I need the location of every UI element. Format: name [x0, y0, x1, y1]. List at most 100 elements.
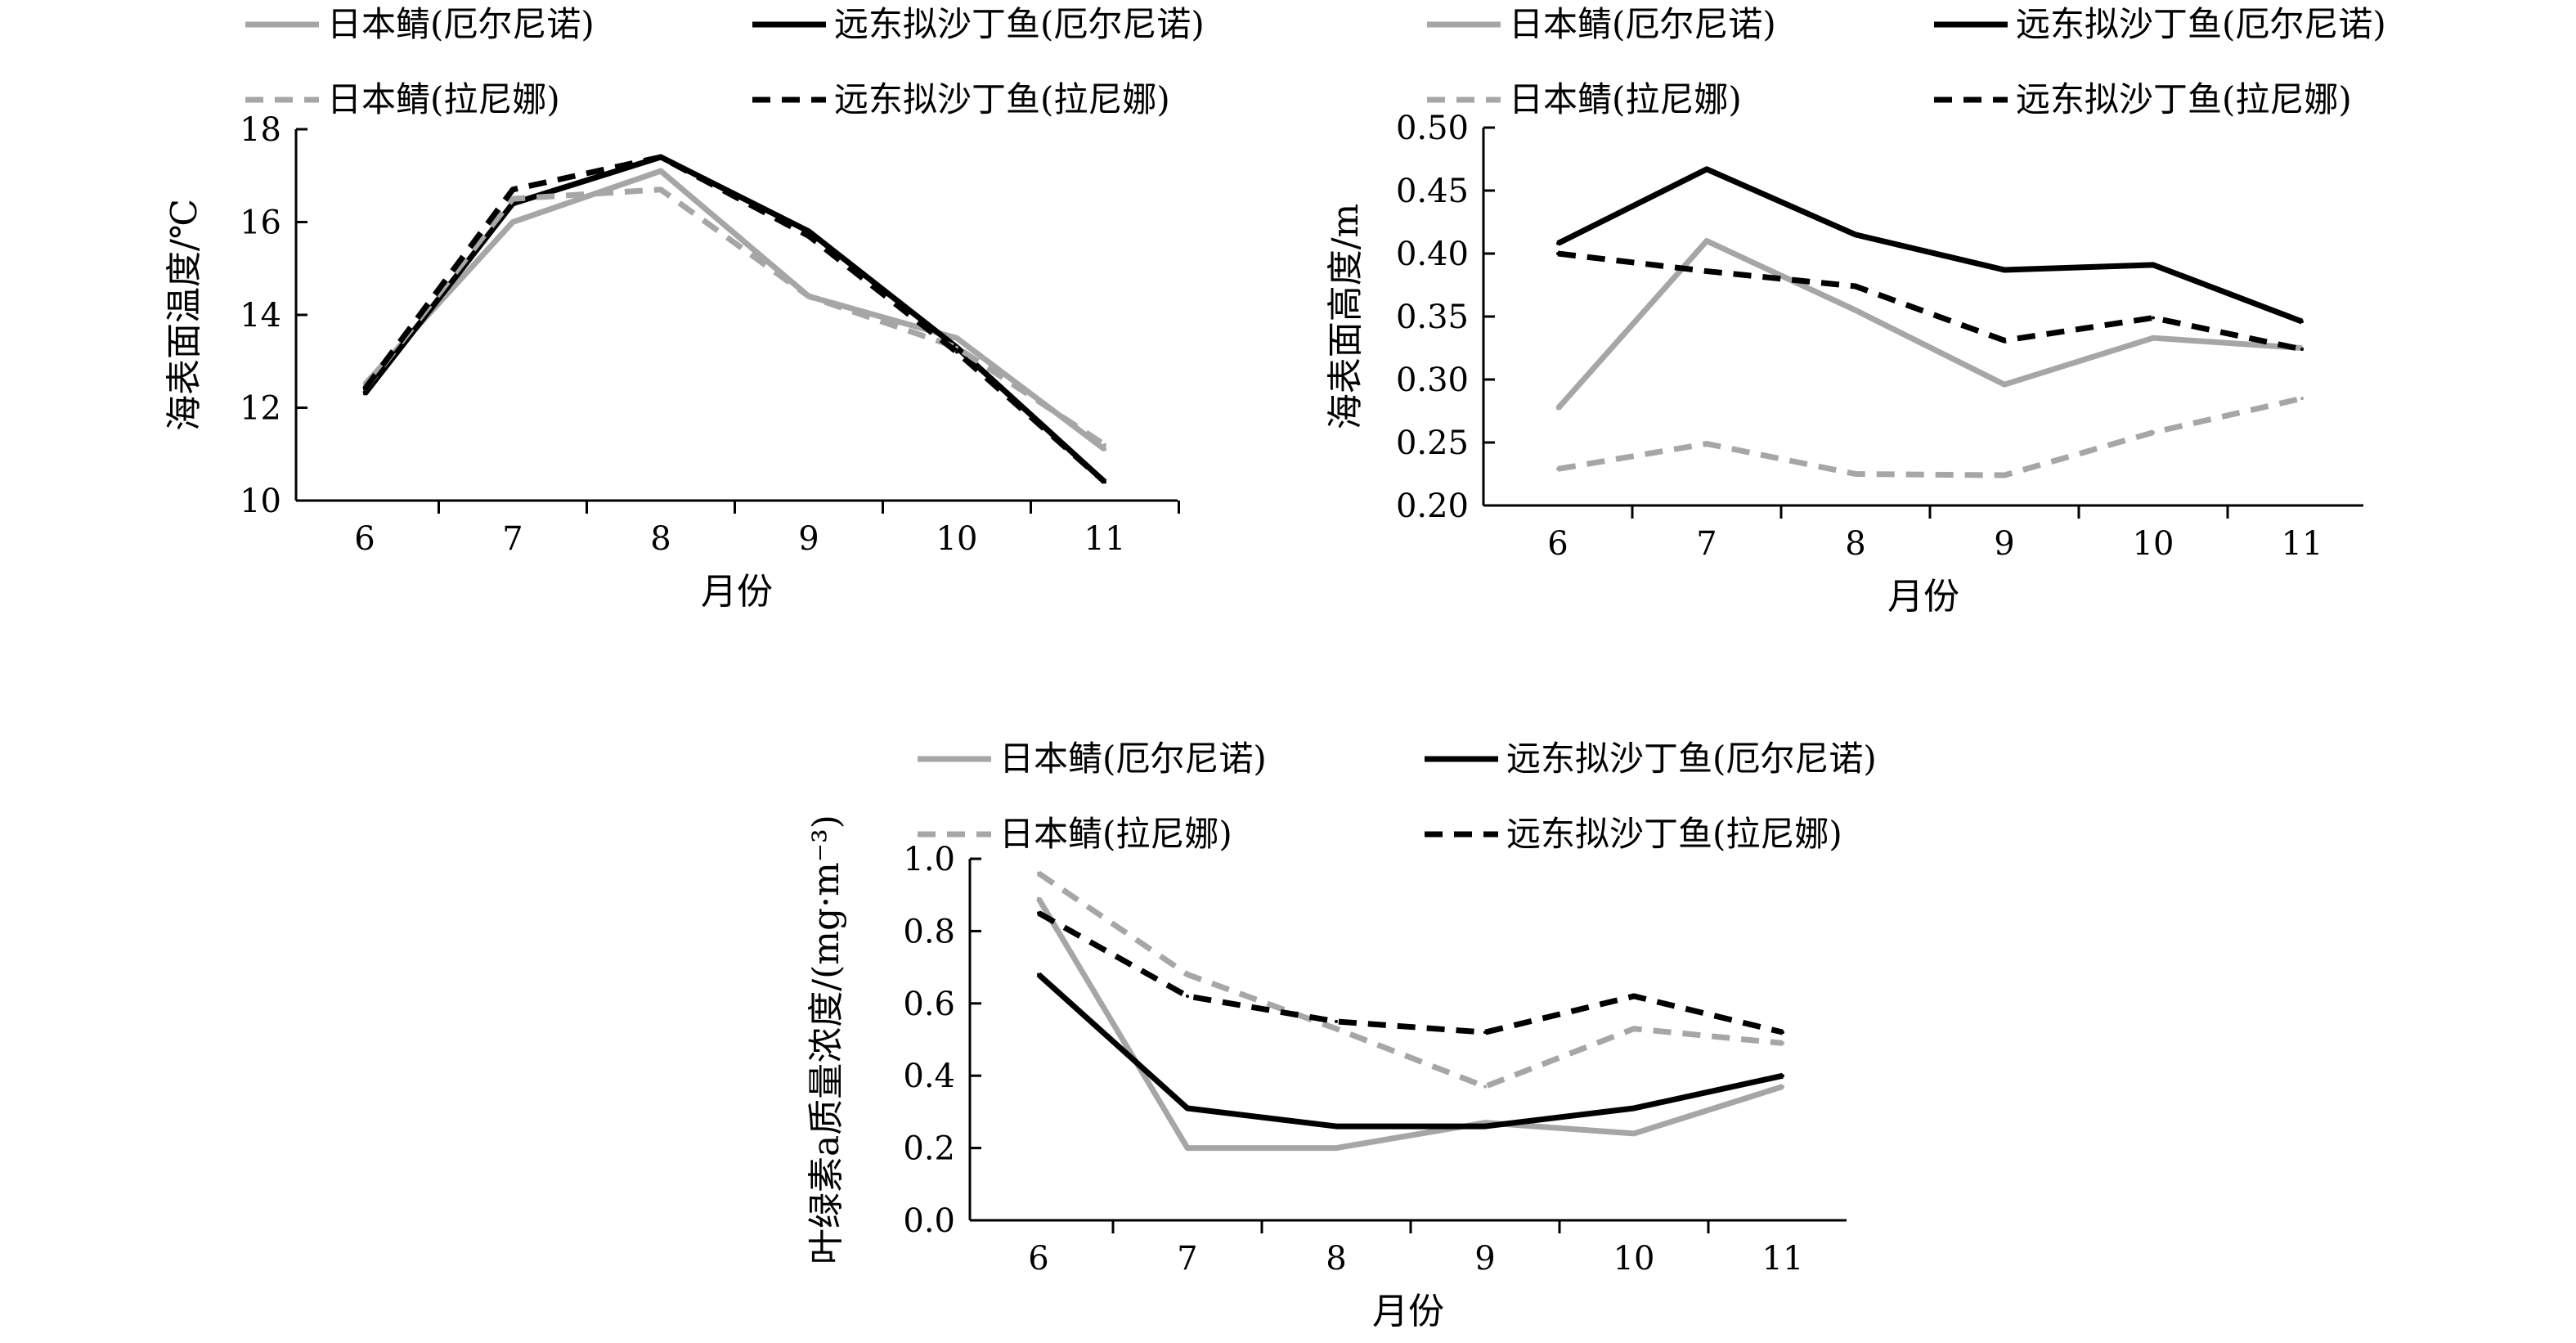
series-line	[362, 186, 1106, 447]
y-tick-label: 0.4	[903, 1058, 955, 1095]
y-tick-label: 12	[240, 390, 281, 428]
y-tick-label: 0.25	[1396, 424, 1469, 462]
x-tick-label: 10	[2133, 525, 2174, 563]
legend-item: 远东拟沙丁鱼(拉尼娜)	[1934, 79, 2352, 119]
data-point	[1335, 1026, 1338, 1031]
data-point	[659, 187, 662, 191]
series-line	[1037, 870, 1784, 1089]
x-tick-label: 9	[1474, 1240, 1495, 1278]
data-point	[1632, 994, 1636, 998]
legend-label: 远东拟沙丁鱼(拉尼娜)	[1506, 814, 1842, 854]
series-line	[362, 154, 1107, 484]
data-point	[1781, 1031, 1784, 1035]
series-line	[1555, 238, 2303, 411]
legend-item: 日本鲭(厄尔尼诺)	[245, 4, 595, 44]
legend-item: 远东拟沙丁鱼(拉尼娜)	[752, 79, 1170, 119]
data-point	[363, 387, 366, 391]
chart-panel: 10 12 14 16 18 6 7 8 9 10 11 月份 海表面温度/℃ 日本鲭(厄尔尼诺) 远东拟沙…	[164, 4, 1205, 613]
data-point	[1632, 1106, 1636, 1110]
data-point	[1186, 994, 1189, 998]
data-point	[1556, 467, 1560, 471]
x-axis-title: 月份	[1372, 1291, 1444, 1332]
series-line	[1035, 896, 1784, 1152]
x-tick-label: 11	[1084, 520, 1126, 558]
data-point	[1335, 1146, 1338, 1150]
data-point	[511, 187, 514, 191]
x-tick-label: 8	[1326, 1240, 1346, 1278]
data-point	[1556, 241, 1560, 245]
series-line	[1556, 166, 2304, 325]
y-tick-label: 0.0	[903, 1202, 955, 1240]
data-point	[1037, 911, 1040, 915]
data-point	[807, 229, 810, 233]
data-point	[1556, 252, 1560, 255]
data-point	[363, 392, 366, 396]
data-point	[1037, 972, 1040, 977]
data-point	[659, 155, 662, 159]
y-tick-label: 0.50	[1396, 110, 1469, 147]
data-point	[1483, 1085, 1487, 1089]
data-point	[1632, 1131, 1636, 1135]
legend-label: 日本鲭(厄尔尼诺)	[327, 4, 595, 44]
y-tick-label: 16	[240, 204, 281, 242]
series-line	[1557, 250, 2303, 353]
data-point	[1705, 239, 1708, 243]
x-tick-label: 6	[1028, 1240, 1048, 1278]
data-point	[2003, 268, 2006, 272]
y-axis-title: 海表面高度/m	[1325, 204, 1367, 430]
data-point	[955, 350, 958, 354]
legend-item: 远东拟沙丁鱼(厄尔尼诺)	[1425, 739, 1877, 779]
data-point	[1037, 871, 1040, 875]
x-axis-title: 月份	[1887, 576, 1959, 618]
x-tick-label: 11	[2282, 525, 2323, 563]
y-tick-label: 0.6	[903, 986, 955, 1023]
x-tick-label: 6	[354, 520, 375, 558]
legend-item: 日本鲭(拉尼娜)	[1427, 79, 1742, 119]
y-axis-title: 叶绿素a质量浓度/(mg·m⁻³)	[806, 815, 847, 1264]
legend-label: 远东拟沙丁鱼(厄尔尼诺)	[2016, 4, 2386, 44]
data-point	[1854, 232, 1857, 236]
data-point	[1335, 1125, 1338, 1129]
x-tick-label: 7	[1696, 525, 1717, 563]
legend-item: 远东拟沙丁鱼(厄尔尼诺)	[752, 4, 1205, 44]
x-tick-label: 10	[936, 520, 978, 558]
data-point	[1854, 285, 1857, 289]
data-point	[1781, 1085, 1784, 1089]
data-point	[1556, 406, 1560, 411]
series-line	[1037, 910, 1784, 1035]
data-point	[1705, 167, 1708, 171]
data-point	[1705, 269, 1708, 273]
legend-item: 远东拟沙丁鱼(厄尔尼诺)	[1934, 4, 2386, 44]
chart-panel: 0.0 0.2 0.4 0.6 0.8 1.0 6 7 8 9 10 11 月份 叶绿素a质量浓度/(mg…	[806, 739, 1877, 1332]
x-tick-label: 9	[798, 520, 819, 558]
legend-label: 远东拟沙丁鱼(厄尔尼诺)	[1506, 739, 1877, 779]
data-point	[2300, 397, 2304, 401]
data-point	[955, 336, 958, 340]
legend-item: 日本鲭(拉尼娜)	[245, 79, 560, 119]
series-line	[362, 168, 1107, 452]
data-point	[1335, 1019, 1338, 1023]
x-axis-title: 月份	[701, 571, 773, 613]
series-line	[1036, 972, 1784, 1130]
data-point	[2300, 320, 2304, 324]
y-tick-label: 14	[240, 297, 281, 335]
x-tick-label: 11	[1762, 1240, 1804, 1278]
data-point	[1186, 1146, 1189, 1150]
data-point	[1781, 1074, 1784, 1078]
data-point	[1186, 1106, 1189, 1110]
data-point	[2300, 348, 2304, 352]
data-point	[2152, 263, 2155, 267]
x-tick-label: 8	[1845, 525, 1865, 563]
chart-panel: 0.20 0.25 0.30 0.35 0.40 0.45 0.50 6 7 8 9 10 11 月份 海表…	[1325, 4, 2386, 618]
data-point	[1854, 472, 1857, 476]
data-point	[511, 197, 514, 201]
legend-label: 日本鲭(厄尔尼诺)	[999, 739, 1267, 779]
data-point	[2003, 474, 2006, 478]
x-tick-label: 8	[650, 520, 671, 558]
data-point	[1854, 308, 1857, 312]
legend-label: 日本鲭(厄尔尼诺)	[1509, 4, 1776, 44]
legend-label: 远东拟沙丁鱼(拉尼娜)	[2016, 79, 2352, 119]
y-tick-label: 0.8	[903, 913, 955, 950]
data-point	[1632, 1026, 1636, 1031]
